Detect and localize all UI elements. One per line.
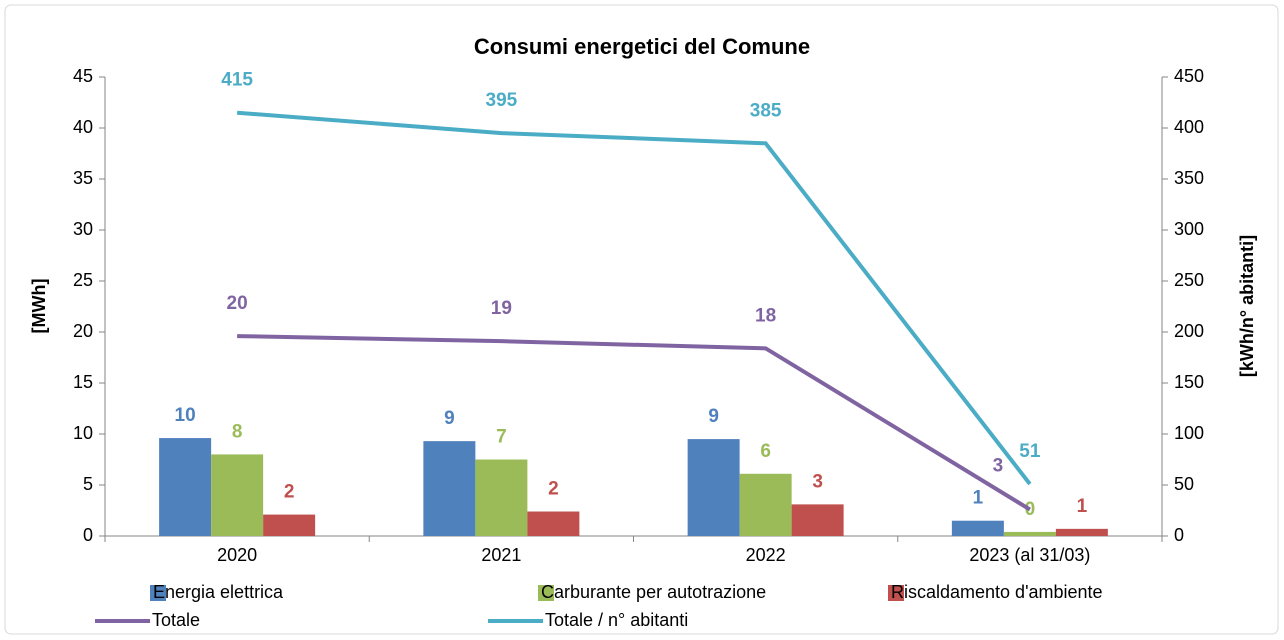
y2-tick-label: 350 xyxy=(1174,168,1204,188)
data-label: 18 xyxy=(755,305,776,326)
x-tick-label: 2023 (al 31/03) xyxy=(969,545,1090,565)
data-label: 19 xyxy=(491,298,512,319)
y-tick-label: 20 xyxy=(73,321,93,341)
data-label: 415 xyxy=(221,70,253,91)
legend-swatch xyxy=(888,585,904,601)
y-tick-label: 10 xyxy=(73,423,93,443)
legend-swatch xyxy=(538,585,554,601)
y2-tick-label: 400 xyxy=(1174,117,1204,137)
y-tick-label: 15 xyxy=(73,372,93,392)
data-label: 2 xyxy=(284,482,295,503)
y2-tick-label: 300 xyxy=(1174,219,1204,239)
bar xyxy=(211,454,264,536)
y-tick-label: 30 xyxy=(73,219,93,239)
x-tick-label: 2021 xyxy=(481,545,521,565)
data-label: 1 xyxy=(1077,496,1088,517)
data-label: 6 xyxy=(760,441,771,462)
y2-tick-label: 150 xyxy=(1174,372,1204,392)
data-label: 2 xyxy=(548,479,559,500)
bar xyxy=(1003,531,1056,536)
y2-tick-label: 50 xyxy=(1174,474,1194,494)
bar xyxy=(263,514,316,536)
y-tick-label: 25 xyxy=(73,270,93,290)
data-label: 51 xyxy=(1019,441,1041,462)
bar xyxy=(739,473,792,536)
bar xyxy=(159,438,212,536)
y-tick-label: 5 xyxy=(83,474,93,494)
line xyxy=(237,334,1031,512)
y-axis-label: [MWh] xyxy=(29,279,49,334)
y2-tick-label: 0 xyxy=(1174,525,1184,545)
chart-frame xyxy=(4,4,1279,635)
y2-tick-label: 200 xyxy=(1174,321,1204,341)
bar xyxy=(1055,528,1108,536)
bar xyxy=(687,439,740,536)
legend-label: Riscaldamento d'ambiente xyxy=(891,582,1103,602)
x-tick-label: 2022 xyxy=(746,545,786,565)
line xyxy=(236,110,1032,486)
y-tick-label: 40 xyxy=(73,117,93,137)
bar xyxy=(475,459,528,536)
y-tick-label: 0 xyxy=(83,525,93,545)
bar xyxy=(423,441,476,536)
bar xyxy=(951,520,1004,536)
y2-tick-label: 100 xyxy=(1174,423,1204,443)
data-label: 1 xyxy=(973,488,984,509)
legend-swatch xyxy=(150,585,166,601)
x-tick-label: 2020 xyxy=(217,545,257,565)
legend-label: Carburante per autotrazione xyxy=(541,582,766,602)
y2-axis-label: [kWh/n° abitanti] xyxy=(1237,235,1257,377)
data-label: 20 xyxy=(227,293,248,314)
data-label: 3 xyxy=(993,455,1004,476)
data-label: 3 xyxy=(812,471,823,492)
y-tick-label: 35 xyxy=(73,168,93,188)
legend-label: Totale / n° abitanti xyxy=(545,610,688,630)
data-label: 385 xyxy=(750,100,782,121)
bar xyxy=(527,511,580,536)
data-label: 8 xyxy=(232,421,243,442)
y2-tick-label: 250 xyxy=(1174,270,1204,290)
y2-tick-label: 450 xyxy=(1174,66,1204,86)
data-label: 9 xyxy=(708,406,719,427)
bar xyxy=(791,504,844,536)
y-tick-label: 45 xyxy=(73,66,93,86)
data-label: 10 xyxy=(175,405,196,426)
data-label: 9 xyxy=(444,408,455,429)
chart-title: Consumi energetici del Comune xyxy=(474,34,810,59)
legend-label: Totale xyxy=(152,610,200,630)
data-label: 395 xyxy=(486,90,518,111)
legend-label: Energia elettrica xyxy=(153,582,284,602)
data-label: 7 xyxy=(496,427,507,448)
